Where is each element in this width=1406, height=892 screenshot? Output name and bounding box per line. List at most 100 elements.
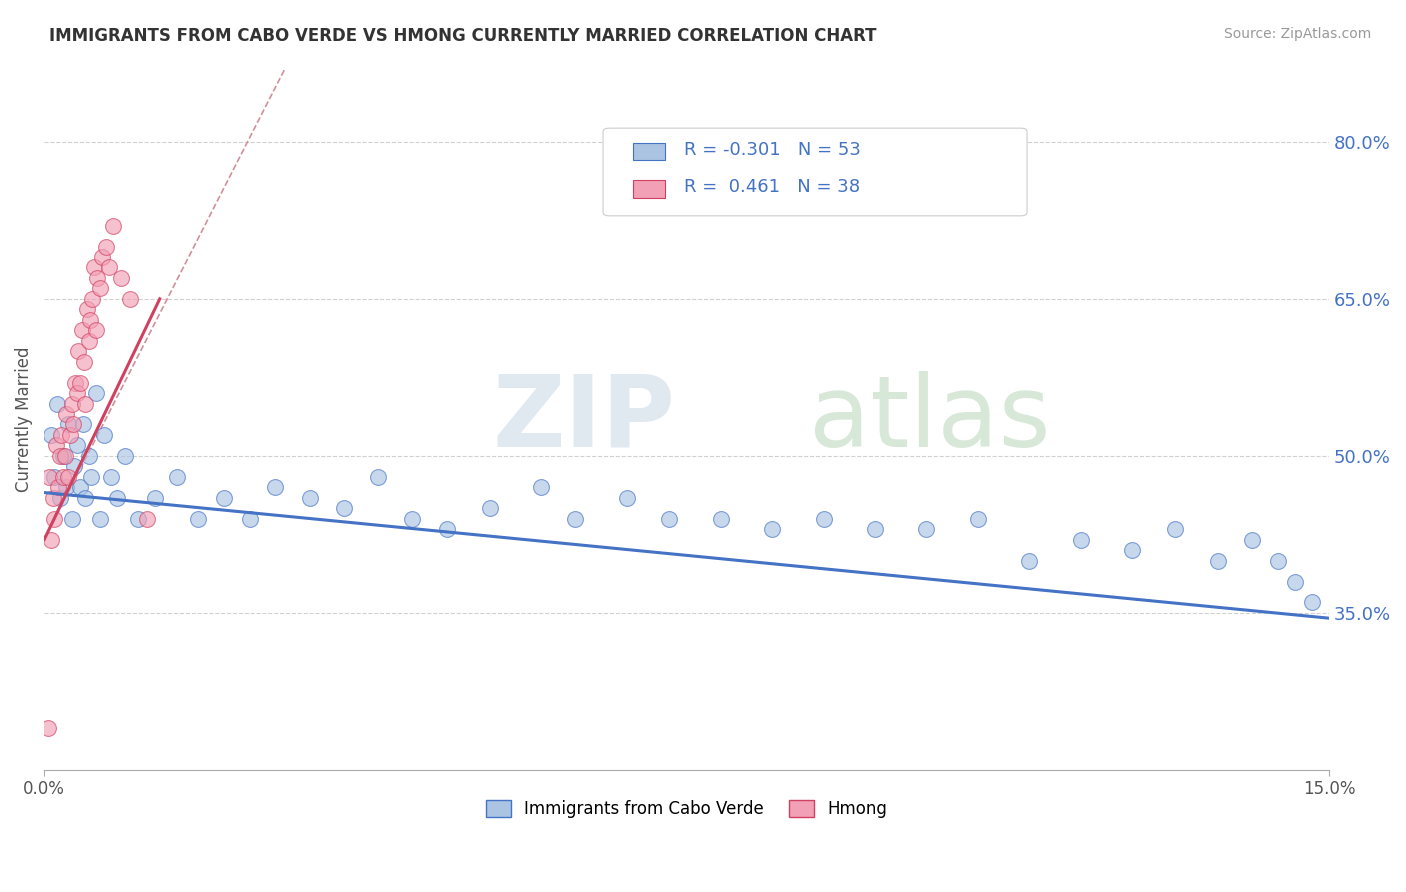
- Point: [46, 480, 69, 494]
- Text: IMMIGRANTS FROM CABO VERDE VS HMONG CURRENTLY MARRIED CORRELATION CHART: IMMIGRANTS FROM CABO VERDE VS HMONG CURR…: [49, 27, 877, 45]
- Point: [66, 438, 89, 452]
- Point: [212, 491, 235, 505]
- Point: [966, 512, 988, 526]
- FancyBboxPatch shape: [603, 128, 1026, 216]
- Point: [1240, 533, 1263, 547]
- Point: [63, 376, 86, 390]
- Point: [530, 480, 553, 494]
- Point: [863, 522, 886, 536]
- Point: [56, 470, 79, 484]
- Point: [83, 260, 105, 275]
- Point: [66, 386, 89, 401]
- Point: [710, 512, 733, 526]
- Point: [436, 522, 458, 536]
- Point: [41, 491, 63, 505]
- Point: [67, 344, 90, 359]
- Point: [98, 260, 121, 275]
- Point: [91, 250, 114, 264]
- Point: [51, 428, 73, 442]
- Point: [69, 376, 91, 390]
- Point: [72, 354, 94, 368]
- Point: [616, 491, 638, 505]
- Point: [94, 239, 117, 253]
- Point: [37, 721, 59, 735]
- Point: [39, 533, 62, 547]
- Point: [70, 323, 93, 337]
- Point: [89, 512, 111, 526]
- Point: [118, 292, 141, 306]
- Point: [145, 491, 167, 505]
- Point: [1267, 553, 1289, 567]
- Text: R =  0.461   N = 38: R = 0.461 N = 38: [683, 178, 860, 196]
- Point: [77, 449, 100, 463]
- Point: [45, 438, 67, 452]
- Point: [62, 417, 84, 432]
- Point: [39, 428, 62, 442]
- Point: [52, 470, 75, 484]
- Point: [60, 396, 83, 410]
- Text: ZIP: ZIP: [492, 371, 675, 467]
- Point: [1301, 595, 1323, 609]
- Point: [264, 480, 287, 494]
- Point: [48, 449, 70, 463]
- Text: Source: ZipAtlas.com: Source: ZipAtlas.com: [1223, 27, 1371, 41]
- Point: [89, 281, 111, 295]
- Point: [127, 512, 149, 526]
- Point: [75, 396, 97, 410]
- Point: [239, 512, 262, 526]
- Point: [658, 512, 681, 526]
- Point: [55, 480, 77, 494]
- Point: [478, 501, 501, 516]
- Point: [86, 271, 108, 285]
- Point: [79, 313, 101, 327]
- Y-axis label: Currently Married: Currently Married: [15, 346, 32, 492]
- Legend: Immigrants from Cabo Verde, Hmong: Immigrants from Cabo Verde, Hmong: [479, 793, 894, 825]
- Point: [52, 449, 75, 463]
- Point: [76, 302, 98, 317]
- Point: [1164, 522, 1187, 536]
- Point: [915, 522, 938, 536]
- Point: [69, 480, 91, 494]
- Point: [84, 386, 107, 401]
- Point: [53, 449, 76, 463]
- Point: [46, 396, 69, 410]
- Point: [1018, 553, 1040, 567]
- Point: [105, 491, 128, 505]
- Point: [75, 491, 97, 505]
- Point: [761, 522, 783, 536]
- Point: [298, 491, 321, 505]
- Point: [101, 219, 124, 233]
- Point: [564, 512, 586, 526]
- Text: R = -0.301   N = 53: R = -0.301 N = 53: [683, 141, 860, 159]
- Point: [80, 292, 103, 306]
- Text: atlas: atlas: [808, 371, 1050, 467]
- Point: [84, 323, 107, 337]
- Point: [80, 470, 103, 484]
- Point: [77, 334, 100, 348]
- Point: [72, 417, 94, 432]
- Point: [166, 470, 188, 484]
- Point: [55, 407, 77, 421]
- Point: [401, 512, 423, 526]
- FancyBboxPatch shape: [633, 180, 665, 198]
- Point: [63, 459, 86, 474]
- Point: [1121, 543, 1143, 558]
- Point: [44, 512, 66, 526]
- Point: [110, 271, 132, 285]
- Point: [333, 501, 356, 516]
- Point: [44, 470, 66, 484]
- Point: [1070, 533, 1092, 547]
- Point: [187, 512, 209, 526]
- Point: [367, 470, 389, 484]
- Point: [813, 512, 835, 526]
- Point: [38, 470, 60, 484]
- Point: [1284, 574, 1306, 589]
- Point: [1206, 553, 1229, 567]
- Point: [100, 470, 122, 484]
- Point: [59, 428, 82, 442]
- Point: [114, 449, 136, 463]
- Point: [56, 417, 79, 432]
- FancyBboxPatch shape: [633, 143, 665, 160]
- Point: [135, 512, 157, 526]
- Point: [60, 512, 83, 526]
